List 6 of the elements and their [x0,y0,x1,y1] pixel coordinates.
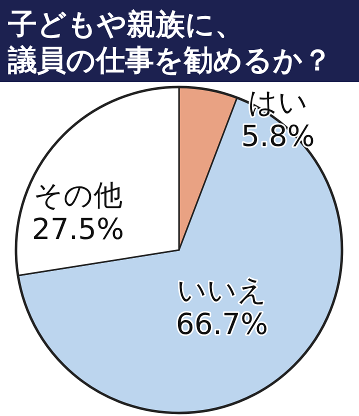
slice-label: いいえ [177,273,267,307]
data-label: 27.5% [32,212,124,246]
slice-label: はい [248,85,308,119]
chart-title: 子どもや親族に、議員の仕事を勧めるか？ [7,7,332,77]
slice-label: その他 [34,178,122,212]
data-label: 66.7% [176,307,268,341]
